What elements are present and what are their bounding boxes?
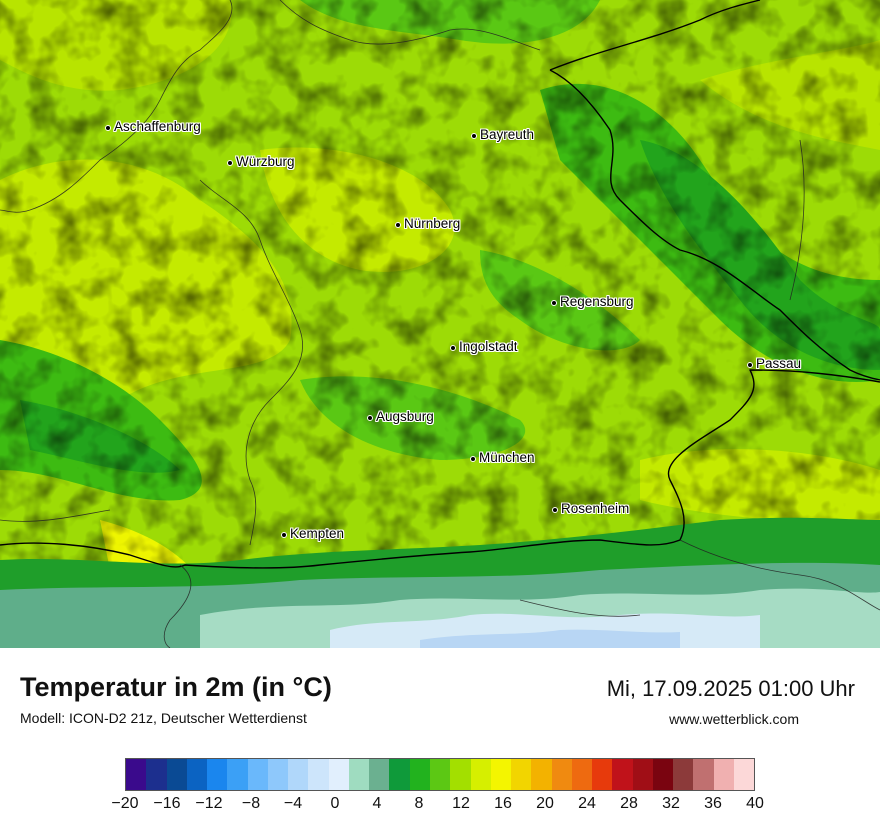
color-scale-swatch — [308, 759, 329, 790]
color-scale-swatch — [429, 759, 451, 790]
color-scale-swatch — [288, 759, 309, 790]
color-scale-swatch — [713, 759, 734, 790]
color-scale-tick-label: −16 — [153, 795, 181, 812]
color-scale-swatch — [166, 759, 187, 790]
city-label: München — [479, 450, 535, 465]
color-scale-tick-label: 0 — [330, 795, 340, 812]
color-scale-swatch — [450, 759, 471, 790]
color-scale-bar — [125, 758, 755, 791]
map-title: Temperatur in 2m (in °C) — [20, 672, 332, 702]
color-scale-swatch — [207, 759, 228, 790]
color-scale-tick-label: 16 — [494, 795, 512, 812]
valid-datetime: Mi, 17.09.2025 01:00 Uhr — [606, 676, 855, 701]
city-label: Aschaffenburg — [114, 119, 201, 134]
color-scale-tick-label: −8 — [241, 795, 261, 812]
model-source: Modell: ICON-D2 21z, Deutscher Wetterdie… — [20, 710, 307, 726]
color-scale-swatch — [227, 759, 248, 790]
city-dot — [227, 160, 233, 166]
city-label: Würzburg — [236, 154, 295, 169]
color-scale-tick-label: 8 — [414, 795, 424, 812]
color-scale-swatch — [146, 759, 167, 790]
color-scale-swatch — [571, 759, 593, 790]
city-dot — [281, 532, 287, 538]
color-scale-swatch — [733, 759, 755, 790]
color-scale-swatch — [369, 759, 390, 790]
color-scale-swatch — [652, 759, 674, 790]
color-scale-ticks: −20 −16 −12 −8 −4 0 4 8 12 16 20 24 28 32 36 40 — [111, 795, 763, 817]
city-dot — [551, 300, 557, 306]
color-scale-tick-label: 36 — [704, 795, 722, 812]
color-scale-swatch — [409, 759, 430, 790]
color-scale-tick-label: 12 — [452, 795, 470, 812]
color-scale-tick-label: 4 — [372, 795, 382, 812]
color-scale-tick-label: 28 — [620, 795, 638, 812]
color-scale-swatch — [511, 759, 532, 790]
color-scale-swatch — [247, 759, 268, 790]
city-label: Passau — [756, 356, 802, 371]
color-scale-swatch — [612, 759, 633, 790]
color-scale-tick-label: 24 — [578, 795, 596, 812]
color-scale-tick-label: 20 — [536, 795, 554, 812]
color-scale-tick-label: 32 — [662, 795, 680, 812]
color-scale-swatch — [693, 759, 714, 790]
city-dot — [470, 456, 476, 462]
city-label: Bayreuth — [480, 127, 535, 142]
color-scale-swatch — [490, 759, 512, 790]
city-dot — [450, 345, 456, 351]
city-label: Kempten — [290, 526, 345, 541]
color-scale-swatch — [389, 759, 410, 790]
color-scale-tick-label: −12 — [195, 795, 223, 812]
city-dot — [367, 415, 373, 421]
color-scale-swatch — [186, 759, 208, 790]
color-scale-swatch — [267, 759, 289, 790]
color-scale-swatch — [126, 759, 147, 790]
website-link[interactable]: www.wetterblick.com — [669, 711, 799, 727]
color-scale-tick-label: −20 — [111, 795, 139, 812]
color-scale-swatch — [348, 759, 370, 790]
city-dot — [552, 507, 558, 513]
city-dot — [105, 125, 111, 131]
color-scale-swatch — [632, 759, 653, 790]
color-scale-tick-label: 40 — [746, 795, 764, 812]
city-dot — [471, 133, 477, 139]
color-scale-swatch — [470, 759, 491, 790]
city-label: Rosenheim — [561, 501, 630, 516]
city-dot — [395, 222, 401, 228]
color-scale-swatch — [592, 759, 613, 790]
city-label: Nürnberg — [404, 216, 461, 231]
city-label: Regensburg — [560, 294, 634, 309]
city-label: Ingolstadt — [459, 339, 518, 354]
city-dot — [747, 362, 753, 368]
color-scale-swatch — [531, 759, 552, 790]
temperature-field — [0, 0, 880, 648]
color-scale-swatch — [673, 759, 694, 790]
city-label: Augsburg — [376, 409, 434, 424]
color-scale-tick-label: −4 — [283, 795, 303, 812]
temperature-map[interactable]: Aschaffenburg Würzburg Bayreuth Nürnberg… — [0, 0, 880, 648]
color-scale-swatch — [551, 759, 572, 790]
color-scale-swatch — [328, 759, 349, 790]
